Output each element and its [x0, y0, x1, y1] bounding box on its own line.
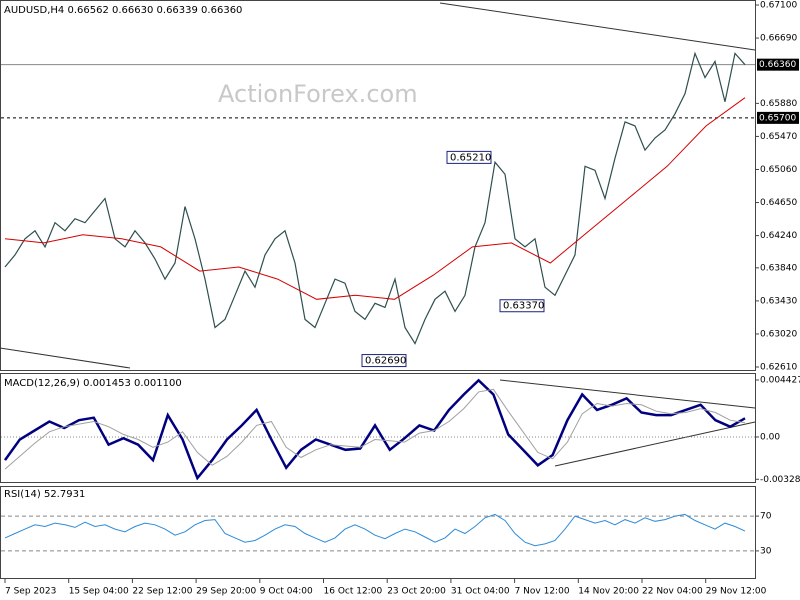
y-tick-label: 0.004427: [760, 375, 800, 385]
y-tick-label: 70: [760, 512, 772, 522]
level-label: 0.65700: [759, 113, 796, 123]
annotation-box: [361, 354, 407, 368]
series-line: [4, 97, 746, 300]
x-tick-label: 15 Sep 04:00: [69, 587, 129, 597]
level-label-bg: [757, 58, 799, 71]
series-line: [4, 388, 746, 470]
watermark: ActionForex.com: [218, 80, 418, 108]
panel-title: RSI(14) 52.7931: [4, 489, 85, 500]
y-tick-label: 0.63020: [760, 329, 797, 339]
macd-panel: [0, 373, 756, 483]
x-tick-label: 7 Nov 12:00: [515, 587, 570, 597]
annotation: 0.62690: [365, 356, 406, 367]
level-label: 0.66360: [759, 60, 796, 70]
y-tick-label: 30: [760, 546, 772, 556]
x-tick-label: 29 Sep 20:00: [196, 587, 256, 597]
trend-line: [499, 379, 756, 409]
x-tick-label: 22 Sep 12:00: [132, 587, 192, 597]
x-tick-label: 16 Oct 12:00: [324, 587, 383, 597]
x-tick-label: 29 Nov 12:00: [706, 587, 767, 597]
x-tick-label: 7 Sep 2023: [5, 587, 56, 597]
y-tick-label: 0.65880: [760, 99, 797, 109]
panel-title: MACD(12,26,9) 0.001453 0.001100: [4, 378, 182, 389]
y-tick-label: -0.003288: [760, 475, 800, 485]
y-tick-label: 0.00: [760, 432, 780, 442]
price-panel: [0, 0, 756, 371]
annotation-box: [446, 150, 492, 164]
y-tick-label: 0.63840: [760, 263, 797, 273]
trend-line: [554, 421, 756, 467]
rsi-panel: [0, 486, 756, 579]
y-tick-label: 0.64650: [760, 198, 797, 208]
x-tick-label: 9 Oct 04:00: [260, 587, 313, 597]
level-label-bg: [757, 111, 799, 124]
trend-line: [439, 2, 756, 51]
y-tick-label: 0.67100: [760, 0, 797, 10]
y-tick-label: 0.63430: [760, 296, 797, 306]
y-tick-label: 0.66690: [760, 34, 797, 44]
x-tick-label: 14 Nov 20:00: [578, 587, 639, 597]
y-tick-label: 0.64240: [760, 231, 797, 241]
series-line: [4, 513, 746, 547]
x-tick-label: 31 Oct 04:00: [451, 587, 510, 597]
annotation-box: [499, 299, 545, 313]
panel-title: AUDUSD,H4 0.66562 0.66630 0.66339 0.6636…: [4, 5, 242, 16]
y-tick-label: 0.62610: [760, 363, 797, 373]
x-tick-label: 22 Nov 04:00: [642, 587, 703, 597]
y-tick-label: 0.65470: [760, 132, 797, 142]
annotation: 0.63370: [503, 301, 544, 312]
series-line: [3, 378, 746, 481]
trend-line: [0, 347, 131, 369]
x-tick-label: 23 Oct 20:00: [387, 587, 446, 597]
y-tick-label: 0.65060: [760, 165, 797, 175]
annotation: 0.65210: [450, 152, 491, 163]
series-line: [4, 51, 746, 345]
